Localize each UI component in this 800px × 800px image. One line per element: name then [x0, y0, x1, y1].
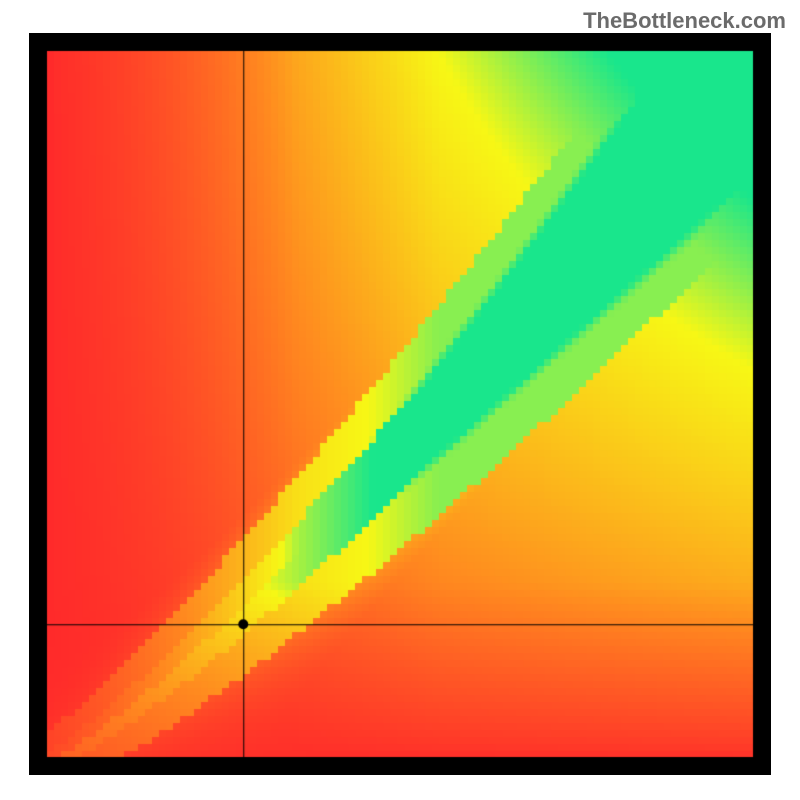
plot-frame: [29, 33, 771, 775]
chart-container: TheBottleneck.com: [0, 0, 800, 800]
watermark-text: TheBottleneck.com: [583, 8, 786, 34]
heatmap-canvas: [29, 33, 771, 775]
